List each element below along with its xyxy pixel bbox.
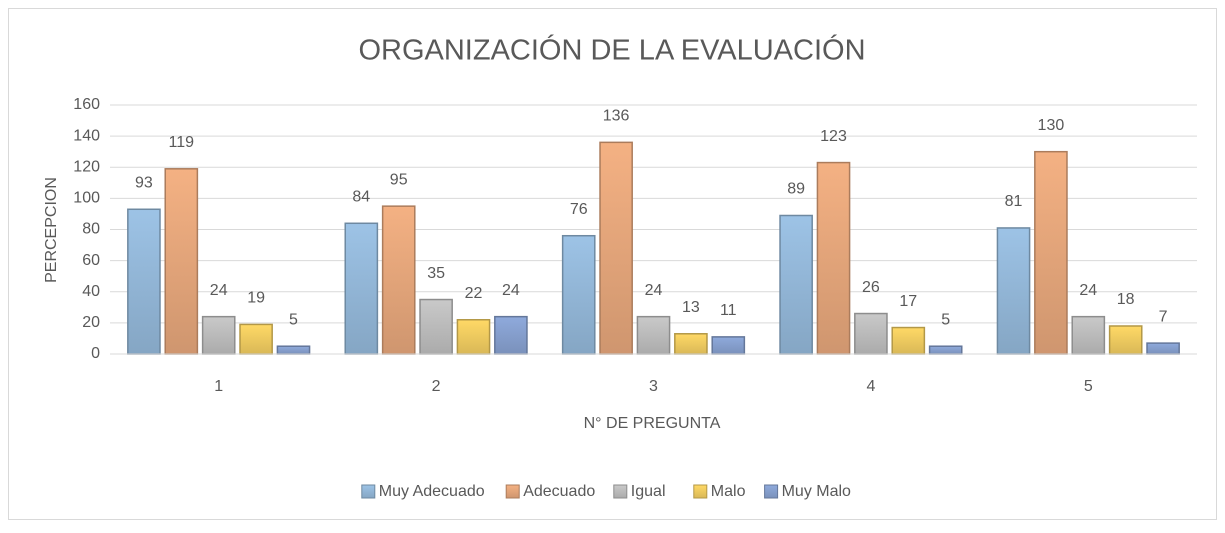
data-label: 5 bbox=[289, 311, 298, 328]
data-label: 24 bbox=[210, 282, 228, 299]
bar bbox=[276, 345, 311, 355]
bar bbox=[494, 315, 528, 355]
bar bbox=[1071, 315, 1106, 355]
bar bbox=[1108, 325, 1143, 355]
data-label: 18 bbox=[1117, 291, 1135, 308]
bar bbox=[779, 214, 813, 355]
data-label: 17 bbox=[899, 293, 917, 310]
legend-label: Adecuado bbox=[523, 483, 595, 500]
y-tick-label: 100 bbox=[73, 190, 100, 207]
y-tick-label: 160 bbox=[73, 96, 100, 113]
data-label: 26 bbox=[862, 279, 880, 296]
bar bbox=[674, 333, 708, 355]
bar bbox=[419, 298, 453, 355]
data-label: 130 bbox=[1038, 117, 1065, 134]
data-label: 11 bbox=[720, 302, 737, 319]
data-label: 24 bbox=[645, 282, 663, 299]
data-label: 93 bbox=[135, 174, 153, 191]
data-label: 13 bbox=[682, 299, 700, 316]
x-tick-label: 1 bbox=[214, 378, 223, 395]
y-tick-label: 80 bbox=[82, 221, 100, 238]
legend-label: Igual bbox=[631, 483, 666, 500]
bar bbox=[381, 205, 416, 355]
legend-swatch bbox=[693, 484, 708, 499]
bar bbox=[164, 168, 199, 355]
x-tick-label: 3 bbox=[649, 378, 658, 395]
bar bbox=[1034, 150, 1068, 355]
data-label: 19 bbox=[247, 290, 265, 307]
data-label: 123 bbox=[820, 128, 847, 145]
bar bbox=[711, 336, 746, 355]
y-tick-label: 120 bbox=[73, 158, 100, 175]
legend-swatch bbox=[764, 484, 779, 499]
bar bbox=[636, 315, 671, 355]
y-tick-label: 60 bbox=[82, 252, 100, 269]
data-label: 119 bbox=[169, 134, 195, 151]
y-tick-label: 20 bbox=[82, 314, 100, 331]
bar bbox=[201, 315, 236, 355]
data-label: 5 bbox=[941, 311, 950, 328]
data-label: 76 bbox=[570, 201, 588, 218]
x-tick-label: 4 bbox=[866, 378, 875, 395]
data-label: 84 bbox=[352, 188, 370, 205]
bar bbox=[561, 234, 596, 355]
bar bbox=[816, 161, 851, 355]
data-label: 136 bbox=[603, 108, 630, 125]
bar bbox=[239, 323, 273, 355]
data-label: 22 bbox=[465, 285, 483, 302]
chart-title: ORGANIZACIÓN DE LA EVALUACIÓN bbox=[358, 34, 865, 67]
y-tick-label: 0 bbox=[91, 345, 100, 362]
x-axis-label: N° DE PREGUNTA bbox=[584, 415, 721, 432]
bar bbox=[996, 227, 1031, 355]
y-axis-label: PERCEPCION bbox=[43, 177, 60, 283]
bar bbox=[928, 345, 963, 355]
legend-label: Muy Adecuado bbox=[379, 483, 485, 500]
bar bbox=[127, 208, 161, 355]
bar bbox=[891, 326, 926, 355]
data-label: 24 bbox=[502, 282, 520, 299]
legend-swatch bbox=[613, 484, 628, 499]
y-tick-label: 140 bbox=[73, 127, 100, 144]
x-tick-label: 2 bbox=[432, 378, 441, 395]
bar bbox=[344, 222, 379, 355]
legend-label: Muy Malo bbox=[782, 483, 851, 500]
data-label: 24 bbox=[1079, 282, 1097, 299]
data-label: 35 bbox=[427, 265, 445, 282]
bar bbox=[456, 319, 491, 355]
data-label: 81 bbox=[1005, 193, 1023, 210]
bar bbox=[1146, 342, 1180, 355]
bar bbox=[599, 141, 633, 355]
bar bbox=[854, 312, 888, 355]
y-tick-label: 40 bbox=[82, 283, 100, 300]
legend-swatch bbox=[361, 484, 376, 499]
x-tick-label: 5 bbox=[1084, 378, 1093, 395]
legend-swatch bbox=[505, 484, 520, 499]
data-label: 95 bbox=[390, 171, 408, 188]
data-label: 7 bbox=[1159, 308, 1168, 325]
legend-label: Malo bbox=[711, 483, 746, 500]
data-label: 89 bbox=[787, 181, 805, 198]
